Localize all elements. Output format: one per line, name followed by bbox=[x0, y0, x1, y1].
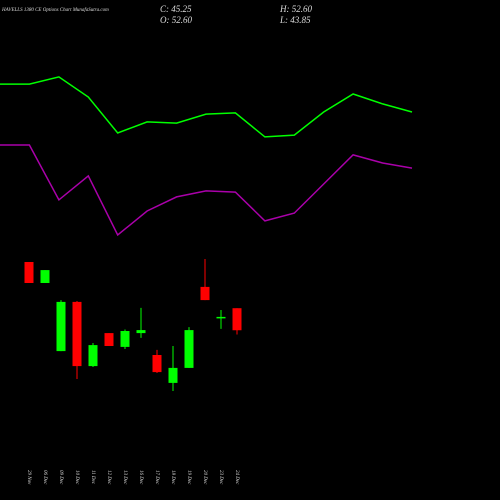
x-tick-label: 17 Dec bbox=[154, 470, 159, 485]
x-tick-label: 29 Nov bbox=[26, 470, 31, 485]
x-tick-label: 18 Dec bbox=[170, 470, 175, 485]
candle-body bbox=[136, 330, 146, 334]
chart-title: HAVELLS 1380 CE Options Chart MunafaSutr… bbox=[1, 8, 109, 13]
candle-body bbox=[40, 270, 50, 283]
x-tick-label: 23 Dec bbox=[218, 470, 223, 485]
indicator-line bbox=[0, 144, 413, 237]
candle-body bbox=[200, 286, 210, 301]
candle-body bbox=[184, 330, 194, 368]
open-label: O: 52.60 bbox=[160, 15, 192, 25]
x-tick-label: 16 Dec bbox=[138, 470, 143, 485]
candle-body bbox=[168, 367, 178, 383]
x-tick-label: 06 Dec bbox=[42, 470, 47, 485]
close-label: C: 45.25 bbox=[160, 4, 192, 14]
x-tick-label: 20 Dec bbox=[202, 470, 207, 485]
candle-body bbox=[104, 333, 114, 346]
high-label: H: 52.60 bbox=[279, 4, 312, 14]
indicator-line bbox=[0, 76, 413, 138]
candle-body bbox=[120, 330, 130, 347]
candle-body bbox=[216, 316, 226, 319]
candle-body bbox=[88, 345, 98, 367]
candle-body bbox=[152, 354, 162, 373]
candle-body bbox=[56, 301, 66, 352]
candle-body bbox=[72, 301, 82, 367]
candle-body bbox=[232, 308, 242, 331]
x-tick-label: 13 Dec bbox=[122, 470, 127, 485]
x-tick-label: 11 Dec bbox=[90, 470, 95, 485]
candle-body bbox=[24, 261, 34, 283]
x-tick-label: 24 Dec bbox=[234, 470, 239, 485]
x-tick-label: 19 Dec bbox=[186, 470, 191, 485]
x-tick-label: 12 Dec bbox=[106, 470, 111, 485]
low-label: L: 43.85 bbox=[279, 15, 311, 25]
x-tick-label: 09 Dec bbox=[58, 470, 63, 485]
x-tick-label: 10 Dec bbox=[74, 470, 79, 485]
